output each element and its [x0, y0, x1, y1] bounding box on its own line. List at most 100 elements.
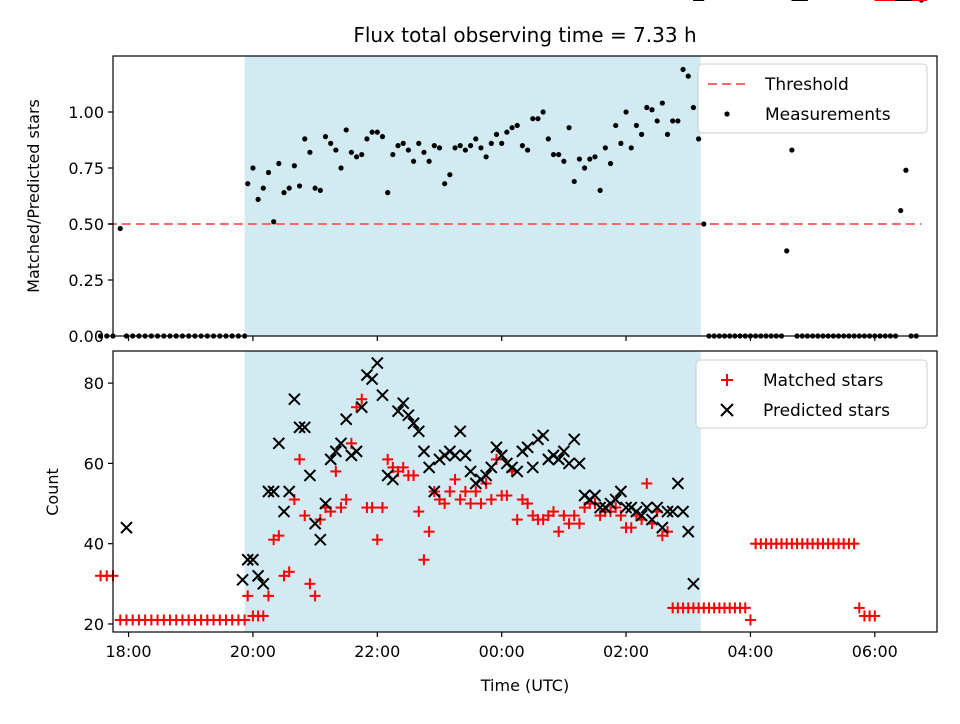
predicted-star-point: [236, 573, 249, 587]
measurement-point: [581, 165, 588, 171]
y-tick-label: 0.00: [68, 327, 104, 346]
predicted-star-point: [376, 388, 389, 402]
predicted-star-point: [568, 433, 581, 446]
legend-matched-label: Matched stars: [763, 371, 883, 391]
predicted-star-point: [562, 457, 576, 470]
matched-star-point: [439, 498, 451, 510]
predicted-star-point: [479, 469, 493, 482]
matched-star-point: [511, 514, 523, 526]
measurement-point: [296, 183, 303, 189]
predicted-star-point: [391, 405, 405, 418]
matched-star-point: [475, 498, 487, 510]
predicted-star-point: [314, 533, 327, 546]
predicted-star-point: [257, 577, 270, 591]
predicted-star-point: [407, 417, 420, 430]
predicted-star-point: [557, 445, 571, 458]
predicted-star-point: [521, 441, 534, 454]
bottom-y-axis-label: Count: [43, 468, 62, 516]
y-tick-label: 0.50: [68, 215, 104, 234]
predicted-star-point: [241, 553, 254, 566]
matched-star-point: [242, 590, 254, 602]
bottom-x-ticks: 18:00 20:00 22:00 00:00 02:00 04:00 06:00: [105, 632, 898, 661]
measurement-point: [302, 136, 308, 142]
measurement-point: [488, 140, 494, 146]
matched-star-point: [568, 510, 580, 522]
x-tick-label: 18:00: [105, 642, 151, 661]
matched-star-point: [408, 469, 420, 481]
measurement-point: [457, 143, 463, 149]
predicted-star-point: [661, 505, 674, 518]
y-tick-label: 0.25: [68, 271, 104, 290]
bottom-legend: Matched stars Predicted stars: [695, 359, 928, 429]
predicted-star-point: [640, 501, 653, 514]
measurement-point: [338, 165, 344, 171]
measurement-point: [566, 125, 572, 131]
predicted-star-point: [397, 396, 410, 410]
matched-star-point: [330, 465, 342, 477]
measurement-point: [353, 154, 360, 160]
measurement-point: [649, 107, 655, 113]
matched-star-point: [335, 502, 347, 514]
predicted-star-point: [687, 577, 700, 591]
matched-star-point: [465, 498, 477, 510]
measurement-point: [379, 134, 386, 140]
top-legend-box: [697, 63, 928, 134]
matched-star-point: [283, 566, 295, 578]
predicted-star-point: [676, 505, 690, 518]
y-tick-label: 40: [84, 535, 104, 554]
chart-title: Flux total observing time = 7.33 h: [353, 23, 696, 47]
measurement-point: [483, 154, 489, 160]
measurement-point: [364, 136, 370, 142]
measurement-point: [473, 136, 479, 142]
measurement-point: [447, 172, 453, 178]
measurement-point: [291, 163, 297, 169]
measurement-point: [117, 225, 123, 232]
predicted-star-point: [619, 501, 633, 514]
matched-star-point: [371, 534, 383, 546]
y-tick-label: 80: [84, 374, 104, 393]
matched-star-point: [423, 526, 435, 538]
measurement-point: [690, 104, 697, 111]
matched-star-point: [625, 522, 637, 534]
predicted-star-point: [350, 445, 363, 458]
predicted-star-point: [277, 505, 291, 518]
legend-predicted-swatch: [720, 403, 734, 417]
predicted-star-point: [428, 485, 441, 498]
measurement-point: [245, 181, 251, 187]
measurement-point: [421, 149, 427, 155]
matched-star-point: [356, 393, 368, 405]
measurement-point: [410, 158, 417, 164]
measurement-point: [442, 181, 448, 187]
measurement-point: [333, 147, 339, 153]
matched-star-point: [309, 590, 321, 602]
predicted-star-point: [262, 485, 275, 498]
matched-star-point: [573, 518, 585, 530]
matched-star-point: [548, 506, 560, 518]
matched-star-point: [641, 477, 653, 489]
measurement-point: [628, 145, 634, 151]
measurement-points: [97, 0, 925, 339]
measurement-point: [597, 187, 603, 193]
matched-star-point: [853, 602, 865, 614]
matched-star-point: [366, 502, 378, 514]
measurement-point: [623, 109, 629, 115]
legend-threshold-label: Threshold: [764, 75, 849, 95]
x-tick-label: 00:00: [479, 642, 525, 661]
measurement-point: [613, 122, 619, 129]
measurement-point: [530, 116, 536, 122]
predicted-star-point: [288, 392, 301, 406]
measurement-point: [587, 156, 593, 162]
measurement-point: [416, 140, 422, 146]
predicted-star-point: [552, 453, 565, 466]
legend-measurements-label: Measurements: [765, 105, 891, 125]
measurement-point: [478, 145, 484, 151]
measurement-point: [385, 190, 391, 196]
matched-star-point: [459, 486, 471, 497]
measurement-point: [359, 151, 365, 158]
measurement-point: [514, 122, 520, 129]
measurement-point: [452, 145, 458, 151]
predicted-star-point: [656, 521, 669, 534]
predicted-star-point: [272, 437, 286, 450]
predicted-star-point: [246, 553, 260, 566]
